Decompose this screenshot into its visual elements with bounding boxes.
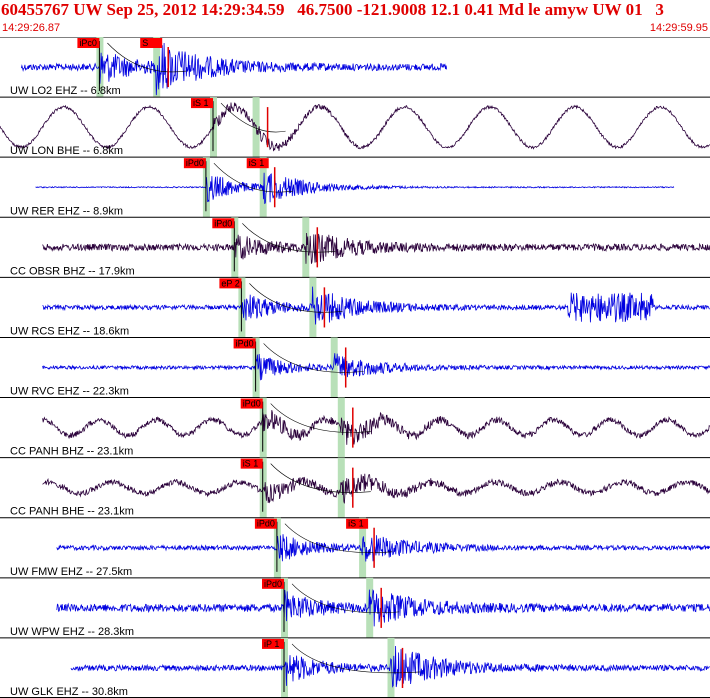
pick-label-box [219,278,242,289]
pick-label-box [246,158,269,169]
pick-label: iPd0 [186,158,204,168]
trace-row: iPd0 CC OBSR BHZ -- 17.9km [0,216,710,278]
pick-label: iPd0 [264,579,282,589]
trace-row: iS 1 UW LON BHE -- 6.8km [0,96,710,158]
waveform-trace [42,353,710,381]
trace-row: iPc0 S UW LO2 EHZ -- 6.8km [0,37,710,98]
s-window-band [387,637,395,698]
pick-label: iPd0 [257,519,275,529]
trace-row: iP 1 UW GLK EHZ -- 30.8km [0,637,710,698]
pick-label: iS 1 [348,519,364,529]
s-window-band [309,277,317,338]
coda-decay-curve [291,643,421,674]
station-label: UW LON BHE -- 6.8km [10,145,123,157]
waveform-trace [56,589,710,627]
s-window-band [153,37,161,98]
waveform-trace [42,286,710,325]
coda-decay-curve [284,523,393,553]
waveform-trace [56,534,710,562]
seismogram-panel: iPc0 S UW LO2 EHZ -- 6.8km iS 1 UW LON BHE -… [0,37,710,698]
pick-label-box [191,98,213,109]
pick-label: iPc0 [79,38,97,48]
waveform-trace [0,102,710,152]
pick-label: iPd0 [214,218,232,228]
pick-label-box [183,158,206,169]
station-label: UW RCS EHZ -- 18.6km [10,325,129,337]
coda-decay-curve [220,102,286,133]
station-label: CC PANH BHE -- 23.1km [10,506,134,518]
pick-label: iPd0 [243,399,261,409]
trace-row: iPd0 CC PANH BHZ -- 23.1km [0,397,710,458]
pick-label-box [212,218,235,229]
pick-label-box [240,398,263,409]
pick-label: iS 1 [243,459,259,469]
coda-decay-curve [242,223,336,253]
pick-label-box [140,38,163,48]
trace-row: iPd0 iS 1 UW RER EHZ -- 8.9km [0,156,710,218]
event-header: 60455767 UW Sep 25, 2012 14:29:34.59 46.… [0,0,710,38]
station-label: UW FMW EHZ -- 27.5km [10,566,132,578]
station-label: UW RER EHZ -- 8.9km [10,205,123,217]
pick-label-box [346,518,369,529]
waveform-trace [20,42,448,96]
pick-label-box [262,578,284,589]
s-window-band [330,337,338,398]
pick-label: iS 1 [193,98,209,108]
coda-decay-curve [107,42,187,73]
trace-row: iPd0 UW RVC EHZ -- 22.3km [0,336,710,398]
station-label: UW RVC EHZ -- 22.3km [10,386,129,398]
waveform-trace [42,410,710,445]
station-label: CC PANH BHZ -- 23.1km [10,446,133,458]
pick-label-box [262,638,284,649]
waveform-trace [42,232,710,264]
event-title: 60455767 UW Sep 25, 2012 14:29:34.59 46.… [1,0,664,19]
coda-decay-curve [291,583,400,614]
coda-decay-curve [249,283,343,313]
coda-decay-curve [263,343,364,373]
pick-label: iS 1 [249,158,265,168]
trace-row: eP 2 UW RCS EHZ -- 18.6km [0,276,710,338]
station-label: UW WPW EHZ -- 28.3km [10,626,134,638]
waveform-trace [70,645,710,688]
pick-label-box [240,458,263,469]
pick-label-box [233,338,256,349]
trace-row: iPd0 UW WPW EHZ -- 28.3km [0,577,710,638]
pick-label-box [77,38,100,48]
start-time: 14:29:26.87 [2,22,61,34]
trace-row: iS 1 CC PANH BHE -- 23.1km [0,457,710,518]
waveform-trace [35,172,675,205]
pick-label: iPd0 [236,338,254,348]
station-label: CC OBSR BHZ -- 17.9km [10,265,135,277]
pick-label: S [142,38,148,48]
pick-label: eP 2 [221,278,239,288]
trace-row: iPd0 iS 1 UW FMW EHZ -- 27.5km [0,517,710,578]
coda-decay-curve [270,403,371,433]
pick-label-box [254,518,277,529]
s-window-band [337,457,345,518]
station-label: UW LO2 EHZ -- 6.8km [10,85,121,97]
coda-decay-curve [270,463,371,493]
end-time: 14:29:59.95 [649,22,708,34]
waveform-trace [42,473,710,504]
station-label: UW GLK EHZ -- 30.8km [10,686,128,698]
coda-decay-curve [213,162,293,193]
pick-label: iP 1 [264,639,279,649]
